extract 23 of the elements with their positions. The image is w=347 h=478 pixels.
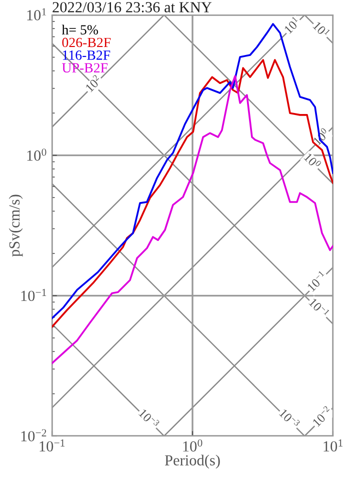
x-axis-title: Period(s) — [164, 454, 220, 469]
annotation: 10$^{−3}$ — [278, 408, 300, 430]
annotation: 10$^{1}$ — [282, 16, 301, 34]
annotation: 10$^{2}$ — [84, 74, 102, 92]
annotation: 10$^{−1}$ — [308, 296, 330, 318]
y-tick-label: 10$^{−1}$ — [21, 288, 46, 302]
x-tick-label: 10$^{1}$ — [324, 439, 342, 452]
y-tick-label: 10$^{0}$ — [27, 148, 46, 161]
legend-title: h= 5% — [62, 24, 98, 35]
annotation: 10$^{1}$ — [312, 20, 330, 38]
text: 026-B2F — [62, 38, 111, 48]
chart-title: 2022/03/16 23:36 at KNY — [52, 2, 212, 12]
x-tick-label: 10$^{−1}$ — [40, 439, 65, 452]
x-tick-label: 10$^{0}$ — [183, 439, 202, 452]
annotation: 10$^{−2}$ — [311, 406, 333, 427]
text: 116-B2F — [62, 50, 110, 60]
y-tick-label: 10$^{−2}$ — [21, 429, 46, 442]
annotation: 10$^{−3}$ — [138, 408, 160, 430]
y-tick-label: 10$^{1}$ — [27, 8, 46, 20]
annotation: 10$^{−1}$ — [306, 270, 328, 292]
annotation: 10$^{0}$ — [304, 152, 322, 170]
text: UP-B2F — [62, 63, 108, 73]
y-axis-title: pSv(cm/s) — [8, 194, 23, 257]
